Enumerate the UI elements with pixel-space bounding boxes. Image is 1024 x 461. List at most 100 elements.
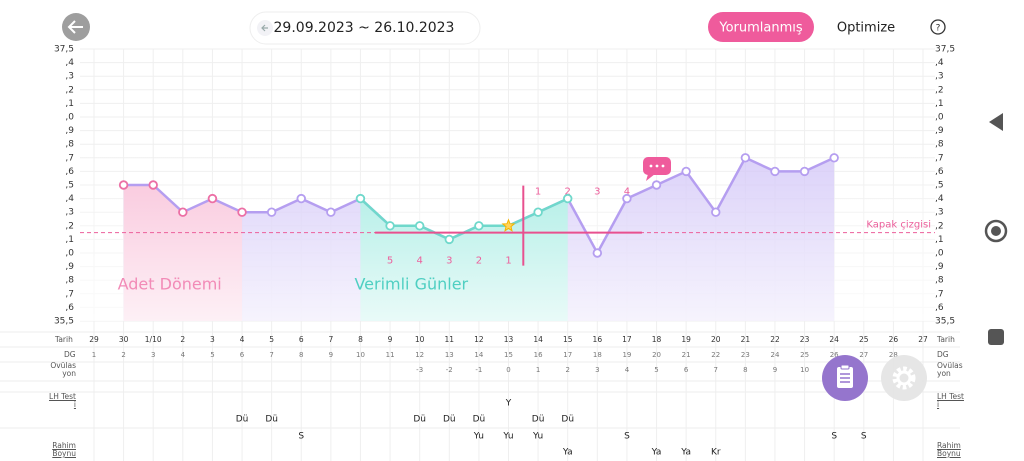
y-tick-label: ,0 — [935, 113, 944, 123]
table-cell: Dü — [413, 415, 426, 425]
date-label: 6 — [299, 335, 304, 344]
y-tick-label: ,6 — [935, 167, 944, 177]
y-tick-label: 35,5 — [54, 317, 74, 327]
date-range-pill[interactable]: 29.09.2023 ~ 26.10.2023 — [249, 11, 481, 45]
point — [799, 166, 810, 177]
point — [563, 193, 573, 204]
y-tick-label: ,3 — [65, 208, 74, 218]
region-label: Verimli Günler — [354, 275, 468, 294]
table-cell: 15 — [504, 351, 513, 359]
point — [296, 193, 306, 204]
y-tick-label: ,7 — [935, 153, 944, 163]
y-tick-label: ,6 — [65, 167, 74, 177]
table-cell: 27 — [859, 351, 868, 359]
row-label: LH Testi — [937, 393, 964, 409]
comment-icon-tail — [646, 174, 655, 181]
date-label: 13 — [504, 335, 514, 344]
y-tick-label: ,1 — [935, 235, 944, 245]
table-cell: 23 — [741, 351, 750, 359]
table-cell: 12 — [415, 351, 424, 359]
table-cell: S — [861, 432, 867, 442]
table-cell: 8 — [299, 351, 303, 359]
table-cell: 16 — [534, 351, 543, 359]
point — [355, 193, 366, 204]
comment-dot — [649, 164, 653, 168]
table-cell: 7 — [269, 351, 273, 359]
row-label: Tarih — [54, 335, 73, 344]
point — [266, 207, 277, 217]
point — [414, 221, 425, 231]
table-cell: 6 — [240, 351, 245, 359]
cover-line-label: Kapak çizgisi — [866, 220, 931, 231]
table-cell: 3 — [151, 351, 155, 359]
y-tick-label: ,7 — [65, 153, 74, 163]
count-marker: 4 — [624, 187, 630, 198]
point — [207, 193, 218, 204]
y-tick-label: ,8 — [65, 140, 74, 150]
count-marker: 2 — [476, 256, 482, 267]
point — [148, 180, 158, 190]
row-label: DG — [64, 350, 76, 359]
comment-dot — [655, 164, 659, 168]
nav-recent[interactable] — [988, 329, 1004, 345]
table-cell: 6 — [684, 366, 689, 374]
tab-interpreted[interactable]: Yorumlanmış — [708, 12, 814, 42]
count-marker: 2 — [565, 187, 571, 198]
date-range: 29.09.2023 ~ 26.10.2023 — [274, 20, 455, 36]
y-tick-label: ,6 — [935, 303, 944, 313]
row-label: DG — [937, 350, 949, 359]
date-label: 9 — [388, 335, 393, 344]
y-tick-label: ,5 — [65, 181, 74, 191]
table-cell: S — [624, 432, 630, 442]
point — [118, 180, 129, 190]
y-tick-label: ,2 — [65, 85, 74, 95]
help-button[interactable]: ? — [930, 19, 946, 35]
table-cell: 22 — [711, 351, 720, 359]
date-label: 23 — [800, 335, 810, 344]
date-label: 14 — [533, 335, 543, 344]
table-cell: 8 — [743, 366, 747, 374]
point — [711, 207, 721, 217]
table-cell: 10 — [356, 351, 365, 359]
table-cell: Y — [505, 399, 512, 409]
table-cell: 19 — [622, 351, 631, 359]
y-tick-label: ,7 — [65, 289, 74, 299]
y-tick-label: ,8 — [935, 276, 944, 286]
y-tick-label: 37,5 — [54, 45, 74, 55]
back-button[interactable] — [62, 13, 90, 41]
nav-home[interactable] — [984, 219, 1008, 243]
point — [474, 221, 484, 231]
settings-button[interactable] — [881, 355, 927, 401]
date-label: 5 — [269, 335, 274, 344]
date-label: 24 — [829, 335, 839, 344]
point — [829, 153, 839, 163]
notes-button[interactable] — [822, 355, 868, 401]
table-cell: 17 — [563, 351, 572, 359]
date-label: 8 — [358, 335, 363, 344]
table-cell: Dü — [265, 415, 278, 425]
table-cell: Dü — [561, 415, 574, 425]
y-tick-label: ,1 — [65, 235, 74, 245]
table-cell: 21 — [682, 351, 691, 359]
table-cell: 2 — [121, 351, 125, 359]
point — [681, 166, 691, 177]
table-cell: -2 — [446, 366, 453, 374]
date-label: 19 — [681, 335, 691, 344]
date-label: 10 — [415, 335, 425, 344]
y-tick-label: ,3 — [935, 72, 944, 82]
nav-back[interactable] — [989, 113, 1003, 131]
point — [622, 193, 632, 204]
date-label: 16 — [593, 335, 603, 344]
table-cell: Dü — [532, 415, 545, 425]
row-label: Rahim Boynu — [937, 442, 961, 458]
date-label: 20 — [711, 335, 721, 344]
table-cell: Yu — [502, 432, 513, 442]
date-label: 15 — [563, 335, 573, 344]
table-cell: 13 — [445, 351, 454, 359]
date-label: 2 — [180, 335, 185, 344]
date-label: 3 — [210, 335, 215, 344]
tab-label[interactable]: Optimize — [837, 21, 895, 36]
point — [237, 207, 247, 217]
table-cell: 0 — [506, 366, 510, 374]
table-cell: 14 — [474, 351, 483, 359]
